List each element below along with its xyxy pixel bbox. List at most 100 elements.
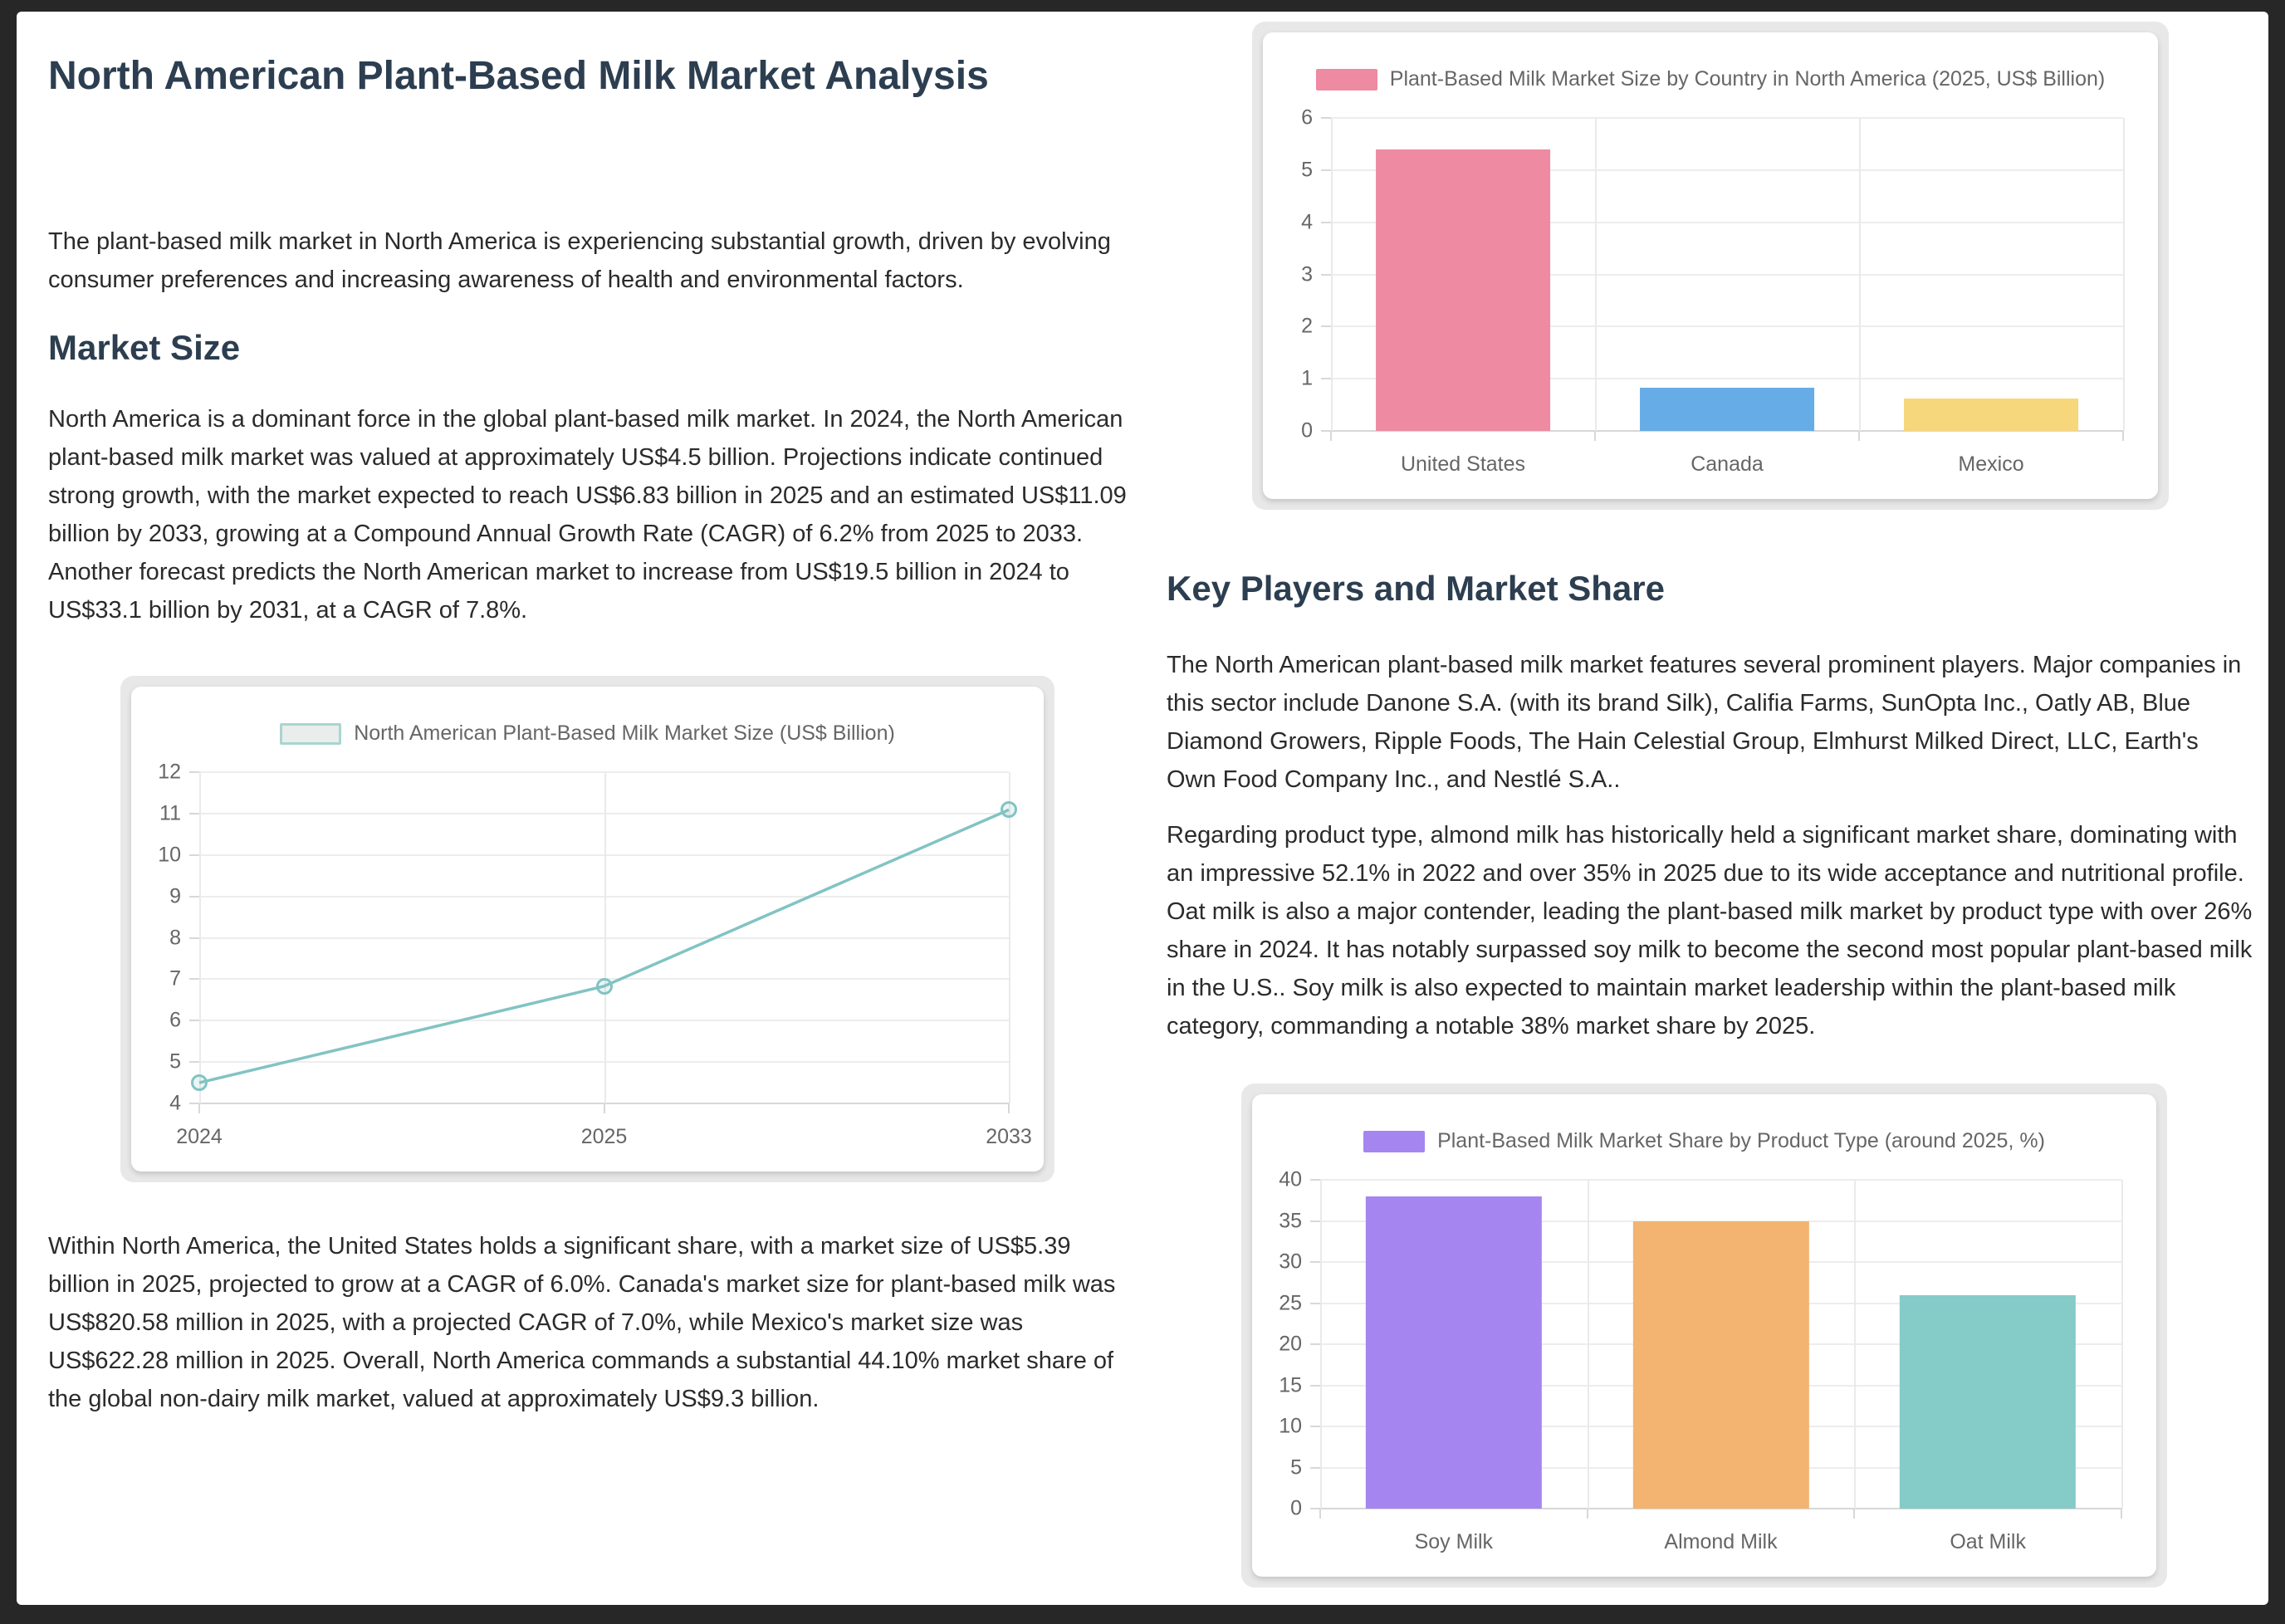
plot-area: 0 1 2 3 4 5 6 United States Canada Mexico <box>1301 106 2125 476</box>
y-gridline <box>1331 378 2123 380</box>
y-tick-mark <box>1310 1302 1320 1304</box>
y-tick-mark <box>1310 1508 1320 1509</box>
y-tick-label: 6 <box>1301 105 1313 130</box>
y-tick-mark <box>1310 1179 1320 1181</box>
y-tick-mark <box>1310 1343 1320 1345</box>
y-tick-label: 40 <box>1279 1167 1302 1191</box>
bar-chart-product-type: Plant-Based Milk Market Share by Product… <box>1252 1094 2156 1577</box>
key-players-paragraph-2: Regarding product type, almond milk has … <box>1167 822 2253 1039</box>
chart-legend[interactable]: Plant-Based Milk Market Size by Country … <box>1263 67 2158 91</box>
y-tick-mark <box>1321 221 1331 223</box>
y-tick-label: 9 <box>169 884 181 908</box>
y-tick-label: 5 <box>169 1049 181 1074</box>
y-tick-mark <box>1310 1426 1320 1427</box>
y-tick-mark <box>1321 117 1331 119</box>
intro-paragraph: The plant-based milk market in North Ame… <box>48 228 1111 293</box>
x-gridline <box>604 772 606 1103</box>
bar-chart-country-card: Plant-Based Milk Market Size by Country … <box>1252 22 2169 510</box>
y-tick-mark <box>1310 1466 1320 1469</box>
x-gridline <box>1594 118 1597 431</box>
legend-swatch <box>1363 1130 1426 1152</box>
legend-label: North American Plant-Based Milk Market S… <box>354 722 895 745</box>
y-tick-mark <box>189 854 199 856</box>
plot-area: 0 5 10 15 20 25 30 35 40 Soy Milk Almond Milk Oat M… <box>1279 1168 2123 1553</box>
x-tick-label: Mexico <box>1958 452 2024 476</box>
trend-line <box>199 772 1009 1103</box>
x-tick-label: 2024 <box>176 1125 223 1148</box>
chart-legend[interactable]: North American Plant-Based Milk Market S… <box>131 722 1044 746</box>
line-chart-market-size: North American Plant-Based Milk Market S… <box>131 687 1044 1172</box>
bar-chart-country: Plant-Based Milk Market Size by Country … <box>1263 32 2158 499</box>
y-tick-mark <box>1321 430 1331 432</box>
chart-legend[interactable]: Plant-Based Milk Market Share by Product… <box>1252 1129 2156 1153</box>
x-gridline <box>1331 118 1333 431</box>
market-size-paragraph-2: Within North America, the United States … <box>48 1233 1116 1412</box>
market-size-paragraph-1: North America is a dominant force in the… <box>48 406 1127 624</box>
x-tick-label: Oat Milk <box>1950 1530 2026 1553</box>
data-point-2025 <box>595 977 613 995</box>
x-tick-mark <box>603 1103 605 1113</box>
x-tick-label: United States <box>1400 452 1526 476</box>
y-tick-label: 7 <box>169 966 181 991</box>
y-tick-mark <box>189 978 199 981</box>
data-point-2033 <box>1001 801 1017 819</box>
y-tick-label: 3 <box>1301 262 1313 286</box>
y-tick-label: 10 <box>158 843 181 867</box>
bar-almond-milk <box>1632 1220 1809 1509</box>
legend-label: Plant-Based Milk Market Share by Product… <box>1437 1129 2045 1152</box>
legend-label: Plant-Based Milk Market Size by Country … <box>1389 67 2106 90</box>
x-tick-mark <box>1857 431 1860 441</box>
y-tick-mark <box>189 812 199 814</box>
x-tick-label: Almond Milk <box>1664 1530 1778 1553</box>
x-tick-label: 2025 <box>580 1125 628 1148</box>
x-tick-mark <box>1586 1509 1588 1519</box>
x-gridline <box>1854 1180 1857 1509</box>
page-title: North American Plant-Based Milk Market A… <box>48 54 989 98</box>
y-tick-mark <box>1321 378 1331 380</box>
y-tick-label: 20 <box>1279 1332 1302 1356</box>
bar-chart-product-type-card: Plant-Based Milk Market Share by Product… <box>1241 1083 2167 1587</box>
x-tick-label: Canada <box>1691 452 1764 476</box>
x-gridline <box>1858 118 1861 431</box>
x-tick-mark <box>1593 431 1596 441</box>
y-tick-label: 35 <box>1279 1209 1302 1232</box>
line-chart-market-size-card: North American Plant-Based Milk Market S… <box>120 676 1054 1182</box>
y-tick-label: 5 <box>1290 1455 1302 1479</box>
y-tick-label: 30 <box>1279 1250 1302 1274</box>
bar-united-states <box>1376 149 1550 431</box>
key-players-heading: Key Players and Market Share <box>1167 569 1665 608</box>
y-tick-mark <box>1321 169 1331 171</box>
y-tick-label: 8 <box>169 926 181 949</box>
x-gridline <box>2121 1180 2123 1509</box>
y-gridline <box>1331 221 2123 223</box>
x-gridline <box>1587 1180 1589 1509</box>
x-tick-mark <box>198 1103 200 1113</box>
y-tick-label: 11 <box>159 801 181 825</box>
report-page: North American Plant-Based Milk Market A… <box>17 12 2268 1605</box>
x-tick-mark <box>1008 1103 1010 1113</box>
y-gridline <box>1331 273 2123 276</box>
plot-area: 4 5 6 7 8 9 10 11 12 2024 2025 2033 <box>158 761 1032 1149</box>
y-tick-label: 4 <box>1301 210 1313 234</box>
y-tick-mark <box>189 1103 199 1104</box>
market-size-heading: Market Size <box>48 328 241 367</box>
y-tick-mark <box>1321 325 1331 328</box>
data-point-2024 <box>191 1074 208 1092</box>
y-tick-label: 0 <box>1290 1496 1302 1520</box>
y-tick-label: 2 <box>1301 314 1313 338</box>
key-players-paragraph-1: The North American plant-based milk mark… <box>1167 652 2242 793</box>
y-tick-label: 10 <box>1279 1414 1302 1438</box>
legend-swatch <box>1315 68 1377 90</box>
x-tick-mark <box>1330 431 1332 441</box>
x-gridline <box>1320 1180 1322 1509</box>
y-gridline <box>1331 169 2123 171</box>
y-tick-label: 12 <box>158 760 181 784</box>
x-gridline <box>1009 772 1010 1103</box>
y-tick-mark <box>189 771 199 773</box>
x-tick-label: 2033 <box>986 1125 1032 1148</box>
y-gridline <box>1331 430 2123 432</box>
y-tick-label: 1 <box>1301 366 1313 390</box>
y-tick-label: 15 <box>1279 1373 1302 1397</box>
y-tick-mark <box>189 1020 199 1022</box>
y-tick-mark <box>1310 1220 1320 1222</box>
